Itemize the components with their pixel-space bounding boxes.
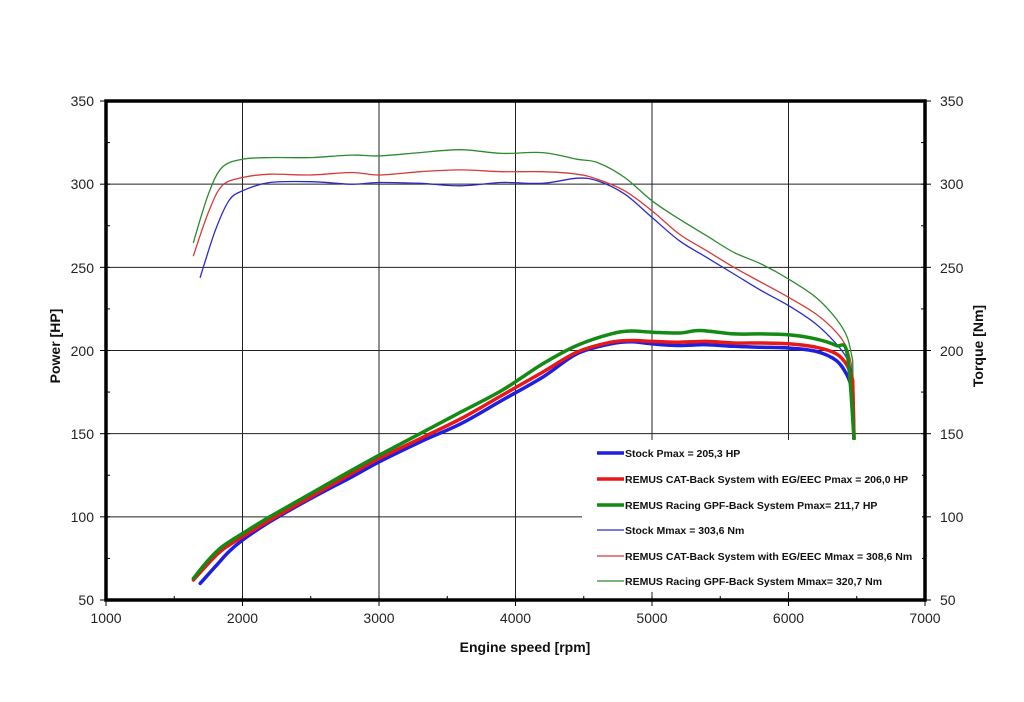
x-tick-label: 2000 (227, 610, 258, 626)
x-tick-label: 6000 (773, 610, 804, 626)
y-right-tick-label: 50 (940, 592, 956, 608)
y-left-tick-label: 250 (71, 260, 95, 276)
legend-label: REMUS CAT-Back System with EG/EEC Mmax =… (625, 551, 912, 563)
y-left-tick-label: 150 (71, 426, 95, 442)
y-right-axis-title: Torque [Nm] (970, 305, 986, 387)
y-right-tick-label: 300 (940, 176, 964, 192)
y-right-tick-labels: 350 300 250 200 150 100 50 (940, 93, 964, 608)
x-tick-label: 4000 (500, 610, 531, 626)
x-tick-label: 3000 (363, 610, 394, 626)
legend-label: Stock Mmax = 303,6 Nm (625, 525, 744, 537)
y-left-tick-label: 200 (71, 343, 95, 359)
legend-item: Stock Pmax = 205,3 HP (597, 448, 740, 460)
y-left-tick-labels: 350 300 250 200 150 100 50 (71, 93, 95, 608)
y-right-tick-label: 350 (940, 93, 964, 109)
series-line (192, 169, 855, 440)
x-tick-label: 5000 (636, 610, 667, 626)
x-tick-label: 1000 (90, 610, 121, 626)
legend: Stock Pmax = 205,3 HP REMUS CAT-Back Sys… (582, 440, 922, 592)
y-left-tick-label: 50 (78, 592, 94, 608)
y-right-tick-label: 250 (940, 260, 964, 276)
legend-item: REMUS CAT-Back System with EG/EEC Pmax =… (597, 474, 908, 486)
legend-label: REMUS CAT-Back System with EG/EEC Pmax =… (625, 474, 908, 486)
x-tick-label: 7000 (909, 610, 940, 626)
legend-item: REMUS CAT-Back System with EG/EEC Mmax =… (597, 551, 912, 563)
legend-label: REMUS Racing GPF-Back System Mmax= 320,7… (625, 576, 882, 588)
legend-label: REMUS Racing GPF-Back System Pmax= 211,7… (625, 500, 877, 512)
y-left-tick-label: 300 (71, 176, 95, 192)
series-line (191, 328, 856, 581)
y-right-tick-label: 200 (940, 343, 964, 359)
y-left-tick-label: 100 (71, 509, 95, 525)
x-axis-tick-labels: 1000 2000 3000 4000 5000 6000 7000 (90, 610, 940, 626)
y-right-tick-label: 100 (940, 509, 964, 525)
series-line (192, 149, 855, 440)
grid-lines (106, 101, 925, 600)
x-axis-title: Engine speed [rpm] (460, 639, 591, 655)
series-line (191, 338, 856, 582)
axis-ticks (100, 100, 931, 606)
legend-item: REMUS Racing GPF-Back System Pmax= 211,7… (597, 500, 877, 512)
y-left-axis-title: Power [HP] (47, 309, 63, 384)
legend-item: REMUS Racing GPF-Back System Mmax= 320,7… (597, 576, 882, 588)
legend-label: Stock Pmax = 205,3 HP (625, 448, 740, 460)
data-series (191, 149, 856, 586)
y-left-tick-label: 350 (71, 93, 95, 109)
series-line (199, 177, 855, 440)
y-right-tick-label: 150 (940, 426, 964, 442)
legend-item: Stock Mmax = 303,6 Nm (597, 525, 744, 537)
